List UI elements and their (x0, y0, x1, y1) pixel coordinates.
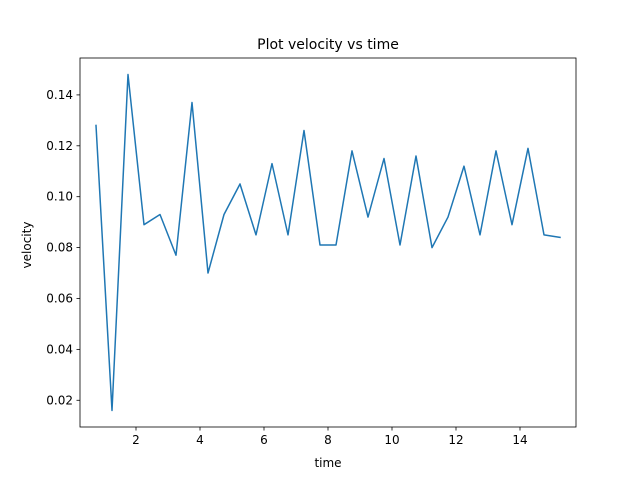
y-tick-label: 0.14 (46, 88, 73, 102)
x-tick-label: 6 (260, 433, 268, 447)
chart-title: Plot velocity vs time (257, 37, 399, 53)
x-axis-label: time (314, 456, 341, 470)
y-tick-label: 0.08 (46, 241, 73, 255)
y-axis-label: velocity (20, 222, 34, 269)
y-tick-label: 0.04 (46, 342, 73, 356)
x-tick-label: 10 (384, 433, 399, 447)
series-line-0 (95, 73, 561, 412)
x-tick-label: 4 (196, 433, 204, 447)
x-tick-label: 2 (132, 433, 140, 447)
x-tick-label: 8 (324, 433, 332, 447)
x-tick-label: 12 (448, 433, 463, 447)
y-tick-label: 0.12 (46, 139, 73, 153)
y-tick-label: 0.06 (46, 291, 73, 305)
x-tick-label: 14 (512, 433, 527, 447)
y-tick-label: 0.10 (46, 190, 73, 204)
plot-area: 2 4 6 8 10 12 14 0.02 0.04 0.06 0.08 0.10 0.12 0.14 (46, 57, 577, 447)
y-tick-label: 0.02 (46, 393, 73, 407)
